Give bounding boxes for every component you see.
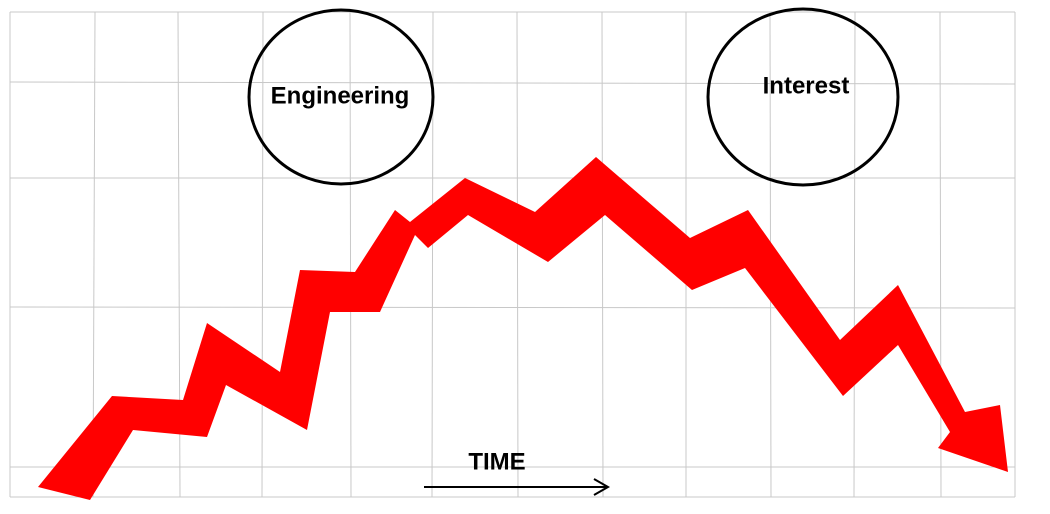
grid-line (853, 11, 856, 498)
node-label: Engineering (271, 82, 410, 109)
axis-label: TIME (468, 448, 525, 475)
grid-line (9, 306, 1016, 309)
grid-line (349, 11, 352, 498)
grid-line (261, 11, 264, 498)
trend-arrow (38, 157, 1008, 500)
circle (247, 8, 435, 186)
grid-line (516, 11, 519, 498)
time-arrow-head (593, 478, 611, 496)
grid-line (9, 81, 1016, 85)
node-label: Interest (763, 72, 850, 99)
grid-line (92, 11, 96, 498)
circle (706, 7, 900, 187)
grid-line (601, 11, 604, 498)
